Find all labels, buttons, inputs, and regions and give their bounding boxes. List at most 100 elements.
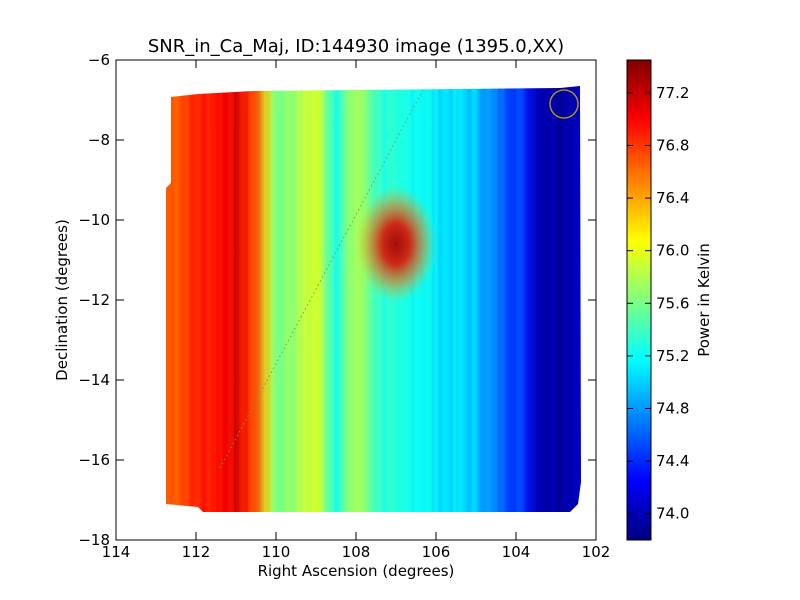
heatmap-streak [168,86,171,512]
heatmap-streak [576,86,579,512]
heatmap-streak [504,86,507,512]
heatmap-streak [315,86,318,512]
heatmap-streak [309,86,312,512]
heatmap-streak [336,86,339,512]
chart-title: SNR_in_Ca_Maj, ID:144930 image (1395.0,X… [148,36,564,57]
heatmap-streak [219,86,222,512]
heatmap-streak [579,86,581,512]
heatmap-streak [270,86,273,512]
heatmap-streak [243,86,246,512]
heatmap-streak [525,86,528,512]
x-tick-label: 114 [102,543,131,561]
x-tick-label: 112 [182,543,211,561]
heatmap-streak [183,86,186,512]
heatmap-streak [474,86,477,512]
heatmap-streak [339,86,342,512]
heatmap-streak [201,86,204,512]
heatmap-streak [285,86,288,512]
heatmap-streak [300,86,303,512]
heatmap-streak [477,86,480,512]
heatmap-streak [492,86,495,512]
colorbar-tick-label: 77.2 [656,84,689,102]
heatmap-streak [435,86,438,512]
heatmap-streak [195,86,198,512]
heatmap-streak [411,86,414,512]
heatmap-streak [378,86,381,512]
heatmap-streak [510,86,513,512]
heatmap-streak [342,86,345,512]
heatmap-streak [507,86,510,512]
heatmap-streak [426,86,429,512]
heatmap-streak [483,86,486,512]
x-axis-ticks: 114 112 110 108 106 104 102 [102,60,611,561]
heatmap-streak [471,86,474,512]
hotspot [356,186,436,302]
heatmap-streak [420,86,423,512]
heatmap-streak [273,86,276,512]
heatmap-streak [258,86,261,512]
colorbar-tick-label: 75.6 [656,294,689,312]
heatmap-streak [318,86,321,512]
heatmap-streak [462,86,465,512]
heatmap-streak [177,86,180,512]
heatmap-streak [513,86,516,512]
y-axis-label: Declination (degrees) [53,219,71,381]
heatmap-streak [225,86,228,512]
x-tick-label: 104 [502,543,531,561]
heatmap-streak [348,86,351,512]
heatmap-streak [288,86,291,512]
heatmap-streak [210,86,213,512]
heatmap-streak [171,86,174,512]
x-tick-label: 102 [582,543,611,561]
heatmap-streak [573,86,576,512]
heatmap-streak [297,86,300,512]
heatmap-streak [321,86,324,512]
colorbar-tick-label: 76.8 [656,136,689,154]
heatmap-streak [564,86,567,512]
heatmap-streak [222,86,225,512]
heatmap-streak [375,86,378,512]
heatmap-streak [204,86,207,512]
y-axis-ticks: −6 −8 −10 −12 −14 −16 −18 [78,51,596,549]
heatmap-streak [372,86,375,512]
colorbar-label: Power in Kelvin [695,243,713,357]
heatmap-streak [459,86,462,512]
heatmap-streak [291,86,294,512]
heatmap-streak [237,86,240,512]
heatmap-streak [432,86,435,512]
colorbar-tick-label: 74.4 [656,452,689,470]
heatmap-streak [450,86,453,512]
heatmap-streak [282,86,285,512]
heatmap-streak [213,86,216,512]
heatmap-streak [294,86,297,512]
heatmap-streak [540,86,543,512]
heatmap-streak [306,86,309,512]
beam-marker [549,89,579,119]
heatmap-streak [246,86,249,512]
y-tick-label: −14 [78,371,110,389]
heatmap-streak [552,86,555,512]
heatmap-streak [516,86,519,512]
heatmap-streak [252,86,255,512]
heatmap-streak [255,86,258,512]
y-tick-label: −8 [88,131,110,149]
heatmap-streak [303,86,306,512]
heatmap-streak [486,86,489,512]
x-tick-label: 110 [262,543,291,561]
colorbar-tick-label: 76.0 [656,242,689,260]
heatmap-streak [234,86,237,512]
y-tick-label: −10 [78,211,110,229]
heatmap-streak [192,86,195,512]
heatmap-streak [465,86,468,512]
heatmap-streak [312,86,315,512]
heatmap-streak [438,86,441,512]
y-tick-label: −18 [78,531,110,549]
heatmap-streak [546,86,549,512]
heatmap-streak [441,86,444,512]
heatmap-streak [267,86,270,512]
heatmap-streak [444,86,447,512]
heatmap-streak [558,86,561,512]
heatmap-streak [453,86,456,512]
heatmap-streak [501,86,504,512]
heatmap-streak [333,86,336,512]
